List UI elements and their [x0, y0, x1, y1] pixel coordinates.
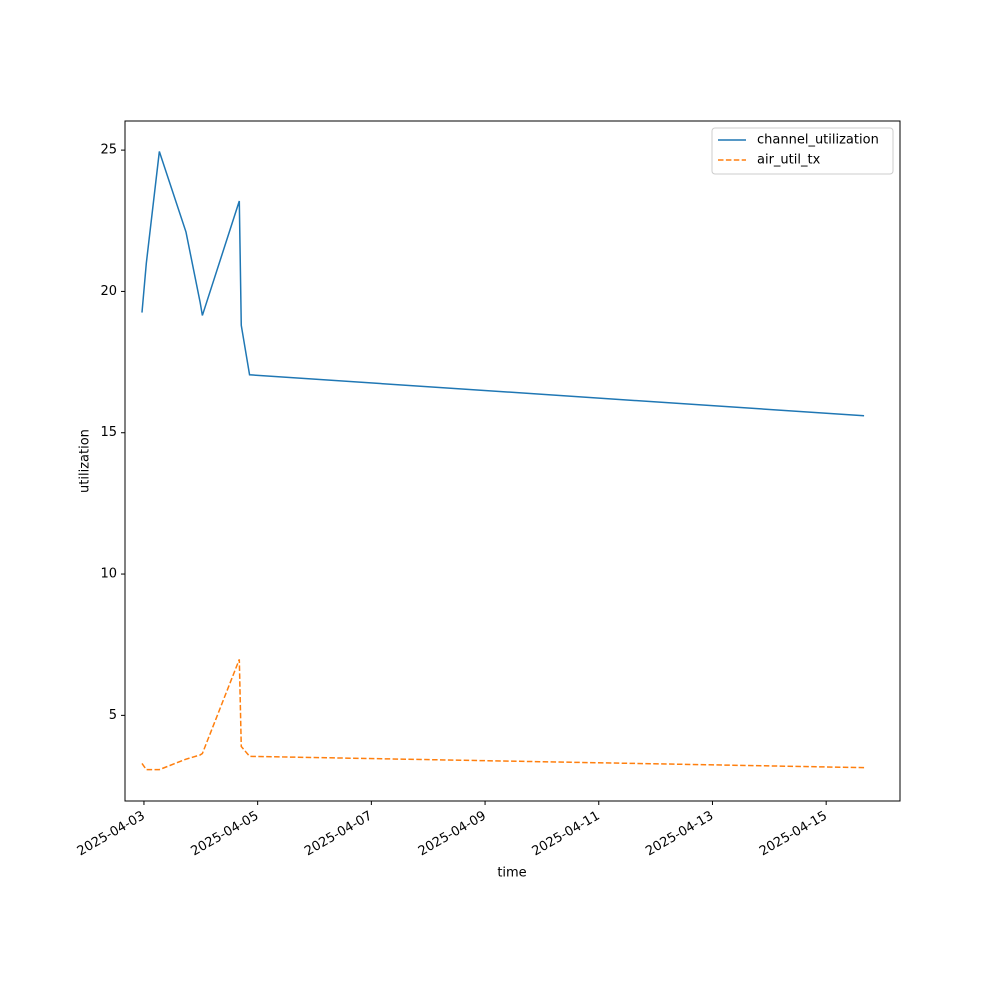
y-tick-label: 25	[100, 143, 117, 158]
y-tick-label: 10	[100, 567, 117, 582]
series-line	[141, 151, 865, 417]
x-axis-label: time	[497, 866, 526, 881]
legend: channel_utilization air_util_tx	[711, 127, 894, 175]
y-tick-label: 5	[109, 708, 117, 723]
x-tick-label: 2025-04-09	[416, 809, 489, 860]
plot-frame	[124, 120, 901, 802]
x-tick-label: 2025-04-03	[75, 809, 148, 860]
x-tick-label: 2025-04-11	[530, 809, 603, 860]
x-tick-label: 2025-04-13	[643, 809, 716, 860]
x-tick-label: 2025-04-15	[757, 809, 830, 860]
legend-label: air_util_tx	[757, 153, 821, 168]
series-line	[141, 659, 865, 771]
y-axis-label: utilization	[78, 429, 93, 493]
legend-box	[711, 127, 894, 175]
y-tick-label: 20	[100, 284, 117, 299]
x-tick-label: 2025-04-07	[302, 809, 375, 860]
x-tick-label: 2025-04-05	[188, 809, 261, 860]
y-tick-label: 15	[100, 425, 117, 440]
legend-label: channel_utilization	[757, 133, 879, 148]
